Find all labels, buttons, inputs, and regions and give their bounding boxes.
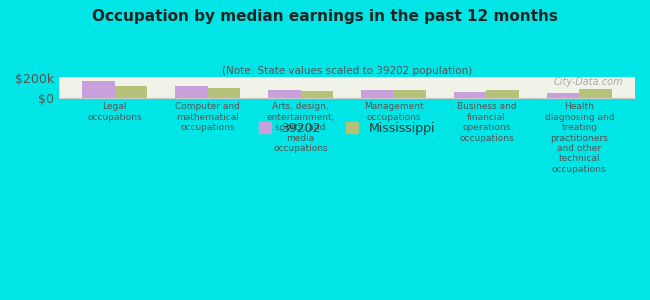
Text: City-Data.com: City-Data.com	[554, 77, 623, 87]
Bar	[207, 88, 240, 98]
Bar	[268, 90, 300, 98]
Bar	[175, 86, 207, 98]
Bar	[82, 81, 115, 98]
Bar	[300, 91, 333, 98]
Bar	[115, 86, 148, 98]
Bar	[486, 90, 519, 98]
Legend: 39202, Mississippi: 39202, Mississippi	[254, 117, 440, 140]
Bar	[547, 93, 579, 98]
Bar	[579, 88, 612, 98]
Title: (Note: State values scaled to 39202 population): (Note: State values scaled to 39202 popu…	[222, 66, 472, 76]
Text: Occupation by median earnings in the past 12 months: Occupation by median earnings in the pas…	[92, 9, 558, 24]
Bar	[393, 90, 426, 98]
Bar	[454, 92, 486, 98]
Bar	[361, 90, 393, 98]
